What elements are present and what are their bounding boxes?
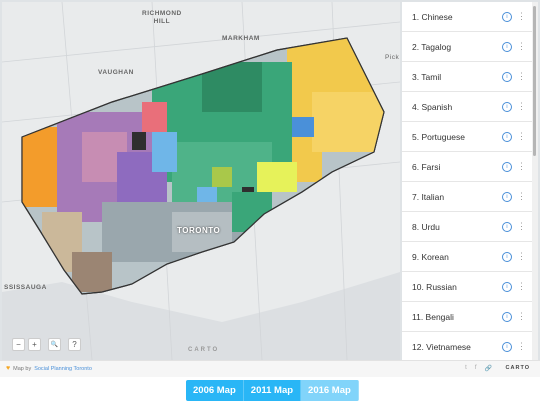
legend-item-label: 3. Tamil bbox=[412, 71, 442, 82]
info-icon[interactable]: i bbox=[502, 191, 512, 202]
more-icon[interactable]: ⋮ bbox=[517, 71, 526, 81]
more-icon[interactable]: ⋮ bbox=[517, 11, 526, 21]
legend-item-label: 5. Portuguese bbox=[412, 131, 465, 142]
info-icon[interactable]: i bbox=[502, 101, 512, 112]
attribution-link[interactable]: Social Planning Toronto bbox=[34, 365, 92, 372]
legend-item[interactable]: 1. Chinese i ⋮ bbox=[402, 2, 532, 32]
legend-item[interactable]: 11. Bengali i ⋮ bbox=[402, 302, 532, 332]
info-icon[interactable]: i bbox=[502, 221, 512, 232]
legend-item-label: 12. Vietnamese bbox=[412, 341, 471, 352]
legend-item-label: 4. Spanish bbox=[412, 101, 453, 112]
info-icon[interactable]: i bbox=[502, 71, 512, 82]
info-icon[interactable]: i bbox=[502, 281, 512, 292]
legend-item-label: 6. Farsi bbox=[412, 161, 441, 172]
tab-2006-map[interactable]: 2006 Map bbox=[186, 380, 244, 401]
carto-watermark: CARTO bbox=[188, 347, 220, 353]
legend-item[interactable]: 7. Italian i ⋮ bbox=[402, 182, 532, 212]
twitter-icon[interactable]: t bbox=[465, 365, 467, 371]
more-icon[interactable]: ⋮ bbox=[517, 221, 526, 231]
info-icon[interactable]: i bbox=[502, 161, 512, 172]
legend-item-label: 9. Korean bbox=[412, 251, 449, 262]
attribution-prefix: Map by bbox=[13, 365, 32, 372]
map-year-tabs: 2006 Map 2011 Map 2016 Map bbox=[186, 380, 359, 401]
legend-item-label: 1. Chinese bbox=[412, 11, 453, 22]
legend-item-label: 2. Tagalog bbox=[412, 41, 452, 52]
carto-logo[interactable]: CARTO bbox=[505, 365, 530, 371]
info-icon[interactable]: i bbox=[502, 11, 512, 22]
zoom-in-button[interactable]: + bbox=[28, 338, 41, 351]
scrollbar-thumb[interactable] bbox=[533, 6, 536, 156]
legend-item[interactable]: 3. Tamil i ⋮ bbox=[402, 62, 532, 92]
map-controls: − + 🔍 ? bbox=[12, 338, 81, 351]
help-button[interactable]: ? bbox=[68, 338, 81, 351]
legend-item[interactable]: 12. Vietnamese i ⋮ bbox=[402, 332, 532, 360]
legend-item[interactable]: 5. Portuguese i ⋮ bbox=[402, 122, 532, 152]
social-links: t f 🔗 bbox=[465, 365, 492, 372]
toronto-language-map[interactable] bbox=[2, 2, 400, 360]
legend-panel[interactable]: 1. Chinese i ⋮ 2. Tagalog i ⋮ 3. Tamil i ⋮ 4. … bbox=[402, 2, 532, 360]
legend-item[interactable]: 8. Urdu i ⋮ bbox=[402, 212, 532, 242]
heart-icon: ♥ bbox=[6, 365, 11, 372]
info-icon[interactable]: i bbox=[502, 251, 512, 262]
facebook-icon[interactable]: f bbox=[474, 365, 477, 371]
legend-item[interactable]: 10. Russian i ⋮ bbox=[402, 272, 532, 302]
more-icon[interactable]: ⋮ bbox=[517, 281, 526, 291]
legend-item[interactable]: 4. Spanish i ⋮ bbox=[402, 92, 532, 122]
label-mississauga: SSISSAUGA bbox=[4, 284, 47, 291]
search-icon[interactable]: 🔍 bbox=[48, 338, 61, 351]
tab-2016-map[interactable]: 2016 Map bbox=[301, 380, 359, 401]
tab-2011-map[interactable]: 2011 Map bbox=[243, 380, 302, 401]
legend-item[interactable]: 6. Farsi i ⋮ bbox=[402, 152, 532, 182]
info-icon[interactable]: i bbox=[502, 131, 512, 142]
legend-item-label: 10. Russian bbox=[412, 281, 457, 292]
attribution: ♥ Map by Social Planning Toronto bbox=[6, 365, 92, 372]
label-pickering: Pick bbox=[385, 54, 400, 61]
info-icon[interactable]: i bbox=[502, 41, 512, 52]
more-icon[interactable]: ⋮ bbox=[517, 101, 526, 111]
map-canvas[interactable]: RICHMOND HILL MARKHAM VAUGHAN TORONTO SS… bbox=[2, 2, 400, 360]
more-icon[interactable]: ⋮ bbox=[517, 341, 526, 351]
legend-item-label: 7. Italian bbox=[412, 191, 445, 202]
more-icon[interactable]: ⋮ bbox=[517, 191, 526, 201]
more-icon[interactable]: ⋮ bbox=[517, 161, 526, 171]
info-icon[interactable]: i bbox=[502, 341, 512, 352]
zoom-out-button[interactable]: − bbox=[12, 338, 25, 351]
legend-scrollbar[interactable] bbox=[532, 2, 538, 360]
more-icon[interactable]: ⋮ bbox=[517, 311, 526, 321]
label-markham: MARKHAM bbox=[222, 35, 260, 42]
info-icon[interactable]: i bbox=[502, 311, 512, 322]
more-icon[interactable]: ⋮ bbox=[517, 41, 526, 51]
label-toronto: TORONTO bbox=[177, 226, 221, 235]
link-icon[interactable]: 🔗 bbox=[484, 366, 492, 372]
label-richmond-hill: RICHMOND HILL bbox=[142, 10, 182, 25]
legend-item[interactable]: 9. Korean i ⋮ bbox=[402, 242, 532, 272]
label-vaughan: VAUGHAN bbox=[98, 69, 134, 76]
legend-item-label: 8. Urdu bbox=[412, 221, 440, 232]
legend-item[interactable]: 2. Tagalog i ⋮ bbox=[402, 32, 532, 62]
map-footer: ♥ Map by Social Planning Toronto t f 🔗 C… bbox=[0, 360, 540, 377]
more-icon[interactable]: ⋮ bbox=[517, 131, 526, 141]
map-frame: RICHMOND HILL MARKHAM VAUGHAN TORONTO SS… bbox=[0, 0, 540, 377]
legend-item-label: 11. Bengali bbox=[412, 311, 454, 322]
more-icon[interactable]: ⋮ bbox=[517, 251, 526, 261]
